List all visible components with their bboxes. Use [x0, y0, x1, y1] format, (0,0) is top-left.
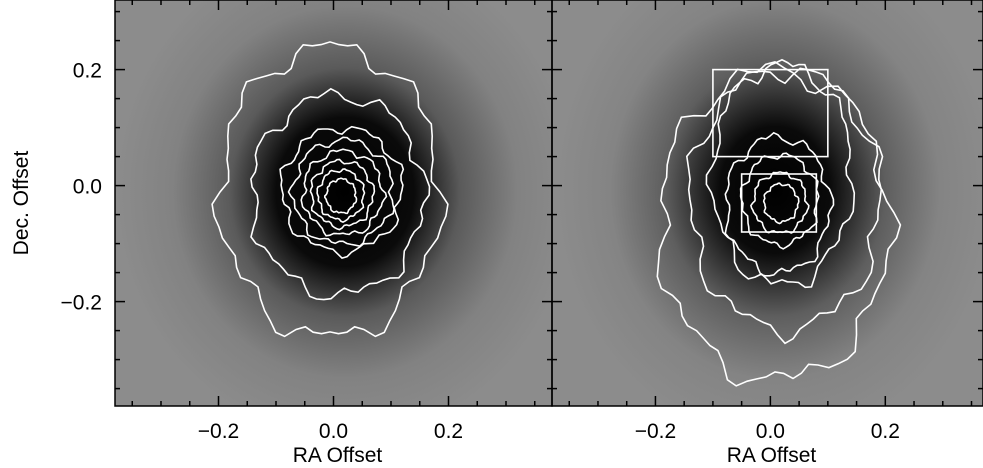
contour: [324, 177, 358, 215]
x-tick-label: 0.0: [756, 420, 785, 443]
contour: [685, 67, 884, 345]
contour: [316, 168, 366, 223]
axes-frame: [551, 0, 983, 407]
x-tick-label: −0.2: [198, 420, 239, 443]
x-axis-label: RA Offset: [727, 444, 817, 467]
contour: [287, 136, 395, 247]
y-tick-label: −0.2: [61, 292, 102, 315]
region-box: [740, 173, 818, 233]
y-axis-label: Dec. Offset: [10, 151, 33, 256]
contour: [279, 125, 405, 259]
contour: [762, 182, 800, 225]
x-axis-label: RA Offset: [293, 444, 383, 467]
x-tick-label: 0.2: [871, 420, 900, 443]
y-tick-label: 0.2: [73, 60, 102, 83]
contour: [724, 131, 835, 277]
contour: [300, 148, 388, 237]
image-panel: [115, 0, 552, 406]
contour: [211, 41, 449, 338]
image-panel: [552, 0, 983, 406]
x-tick-label: 0.0: [319, 420, 348, 443]
contour: [705, 58, 856, 289]
contour: [656, 61, 902, 387]
x-tick-label: −0.2: [635, 420, 676, 443]
region-box: [712, 68, 829, 158]
y-tick-label: 0.0: [73, 176, 102, 199]
contour: [250, 87, 431, 301]
contour: [309, 158, 376, 231]
x-tick-label: 0.2: [434, 420, 463, 443]
contour: [750, 171, 810, 234]
